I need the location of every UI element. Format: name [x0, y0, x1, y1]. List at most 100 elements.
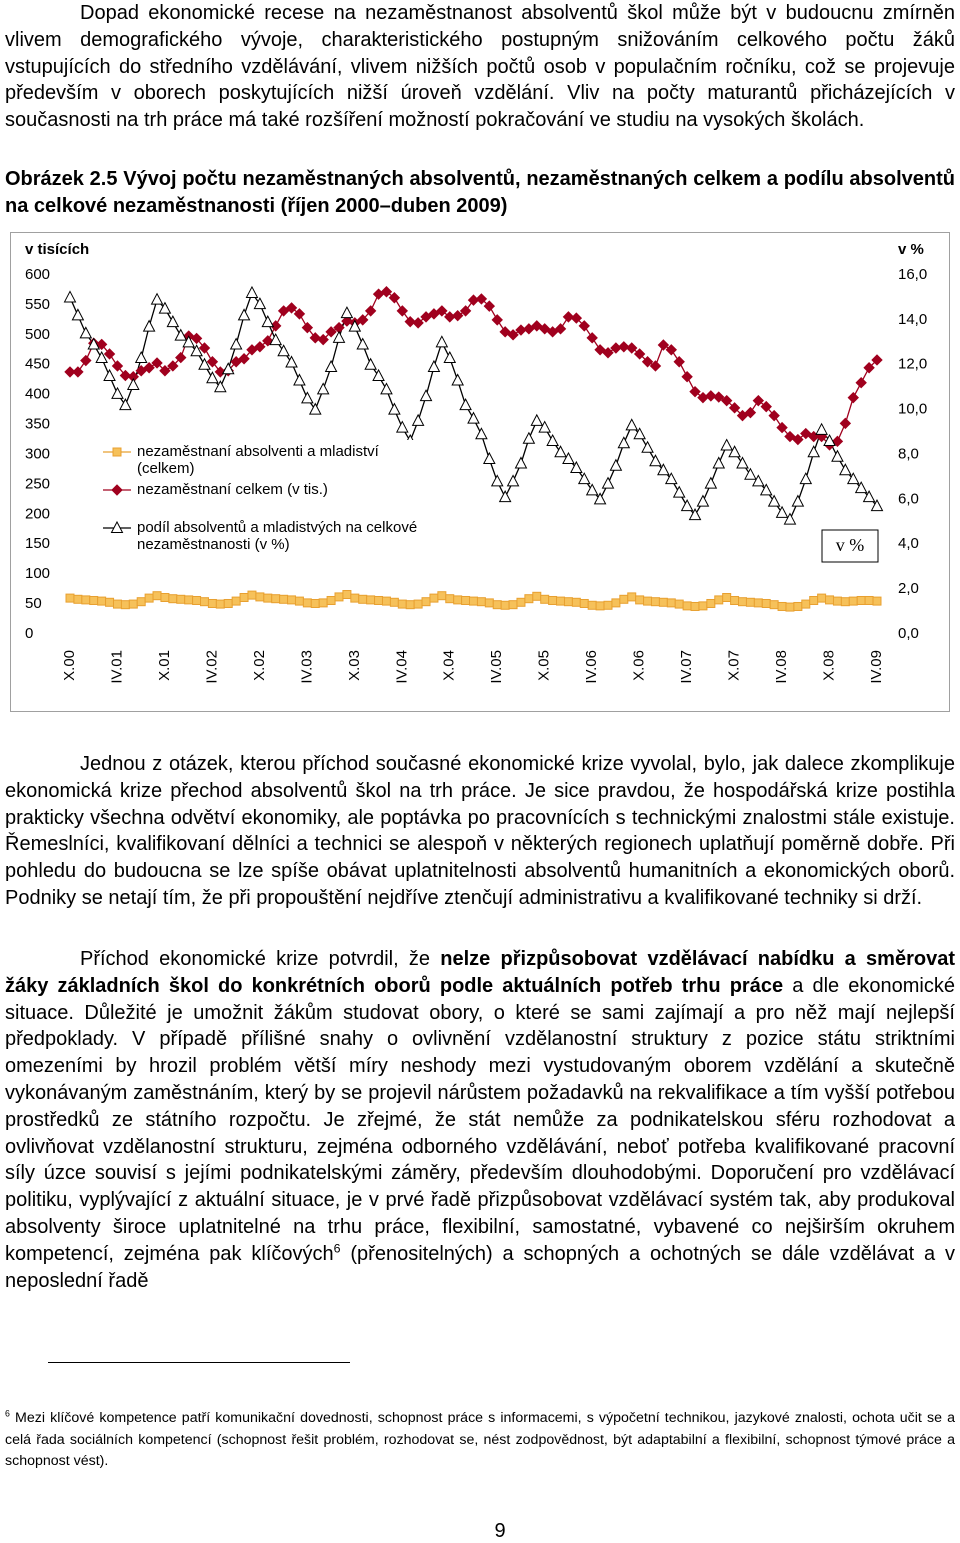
- marker: [254, 341, 266, 353]
- marker: [744, 406, 757, 419]
- y-axis-label: v tisících: [25, 241, 89, 258]
- marker: [213, 380, 227, 393]
- marker: [413, 599, 423, 609]
- marker: [279, 594, 289, 604]
- marker: [324, 359, 338, 372]
- marker: [63, 290, 77, 303]
- marker: [807, 445, 821, 458]
- marker: [577, 472, 591, 485]
- marker: [143, 362, 155, 374]
- footnote-rule: [48, 1362, 350, 1363]
- marker: [871, 354, 883, 366]
- marker: [381, 596, 391, 606]
- marker: [111, 360, 124, 372]
- marker: [658, 597, 668, 607]
- marker: [492, 600, 502, 610]
- marker: [672, 485, 686, 498]
- y2-tick-label: 12,0: [898, 356, 927, 373]
- marker: [562, 451, 575, 464]
- marker: [524, 594, 534, 604]
- marker: [110, 520, 124, 533]
- marker: [848, 596, 858, 606]
- marker: [532, 591, 542, 601]
- legend-entry: podíl absolventů a mladistvých na celkov…: [137, 519, 417, 553]
- x-tick-label: X.06: [631, 650, 648, 681]
- marker: [326, 595, 336, 605]
- marker: [445, 594, 455, 604]
- marker: [429, 593, 439, 603]
- marker: [285, 355, 298, 368]
- marker: [318, 598, 328, 608]
- x-tick-label: IV.02: [203, 650, 220, 684]
- footnote-text: Mezi klíčové kompetence patří komunikačn…: [5, 1410, 955, 1469]
- marker: [437, 591, 447, 601]
- marker: [625, 418, 639, 431]
- marker: [89, 595, 99, 605]
- marker: [491, 314, 503, 326]
- marker: [674, 599, 684, 609]
- y2-tick-label: 6,0: [898, 490, 919, 507]
- marker: [854, 481, 868, 494]
- marker: [635, 595, 645, 605]
- x-tick-label: IV.05: [488, 650, 505, 684]
- marker: [673, 356, 685, 368]
- marker: [356, 337, 370, 350]
- marker: [571, 597, 581, 607]
- y2-axis-label: v %: [898, 241, 924, 258]
- marker: [111, 484, 123, 496]
- marker: [301, 391, 314, 404]
- marker: [421, 597, 431, 607]
- marker: [696, 494, 710, 507]
- marker: [358, 594, 368, 604]
- marker: [294, 596, 304, 606]
- marker: [95, 338, 108, 351]
- marker: [556, 596, 566, 606]
- marker: [80, 354, 92, 367]
- marker: [641, 356, 654, 368]
- marker: [777, 601, 787, 611]
- marker: [334, 592, 344, 602]
- marker: [603, 600, 613, 610]
- marker: [745, 597, 755, 607]
- y-tick-label: 150: [25, 535, 50, 552]
- marker: [714, 595, 724, 605]
- marker: [626, 342, 638, 354]
- marker: [617, 436, 631, 449]
- marker: [832, 596, 842, 606]
- marker: [540, 594, 550, 604]
- marker: [166, 315, 180, 328]
- marker: [664, 472, 678, 485]
- marker: [585, 483, 599, 496]
- marker: [184, 595, 194, 605]
- marker: [633, 427, 646, 440]
- marker: [380, 286, 393, 298]
- marker: [767, 494, 781, 507]
- marker: [72, 366, 84, 378]
- y-tick-label: 50: [25, 595, 42, 612]
- marker: [293, 373, 306, 386]
- marker: [825, 595, 835, 605]
- marker: [594, 344, 606, 356]
- marker: [269, 332, 283, 346]
- marker: [800, 427, 812, 440]
- marker: [301, 321, 314, 334]
- x-tick-label: X.01: [156, 650, 173, 681]
- marker: [657, 463, 670, 476]
- marker: [469, 596, 478, 606]
- marker: [627, 592, 637, 602]
- marker: [554, 445, 567, 458]
- marker: [158, 301, 172, 314]
- marker: [601, 476, 615, 489]
- marker: [316, 382, 330, 395]
- marker: [395, 420, 409, 433]
- marker: [341, 315, 353, 327]
- chart: v tisících v % 0 50 100 150 200 250 300 350 400 4…: [10, 232, 950, 712]
- marker: [229, 337, 243, 350]
- marker: [506, 474, 520, 487]
- marker: [419, 389, 433, 402]
- marker: [277, 305, 290, 317]
- marker: [508, 600, 518, 610]
- x-tick-label: X.08: [820, 650, 837, 681]
- marker: [736, 409, 749, 422]
